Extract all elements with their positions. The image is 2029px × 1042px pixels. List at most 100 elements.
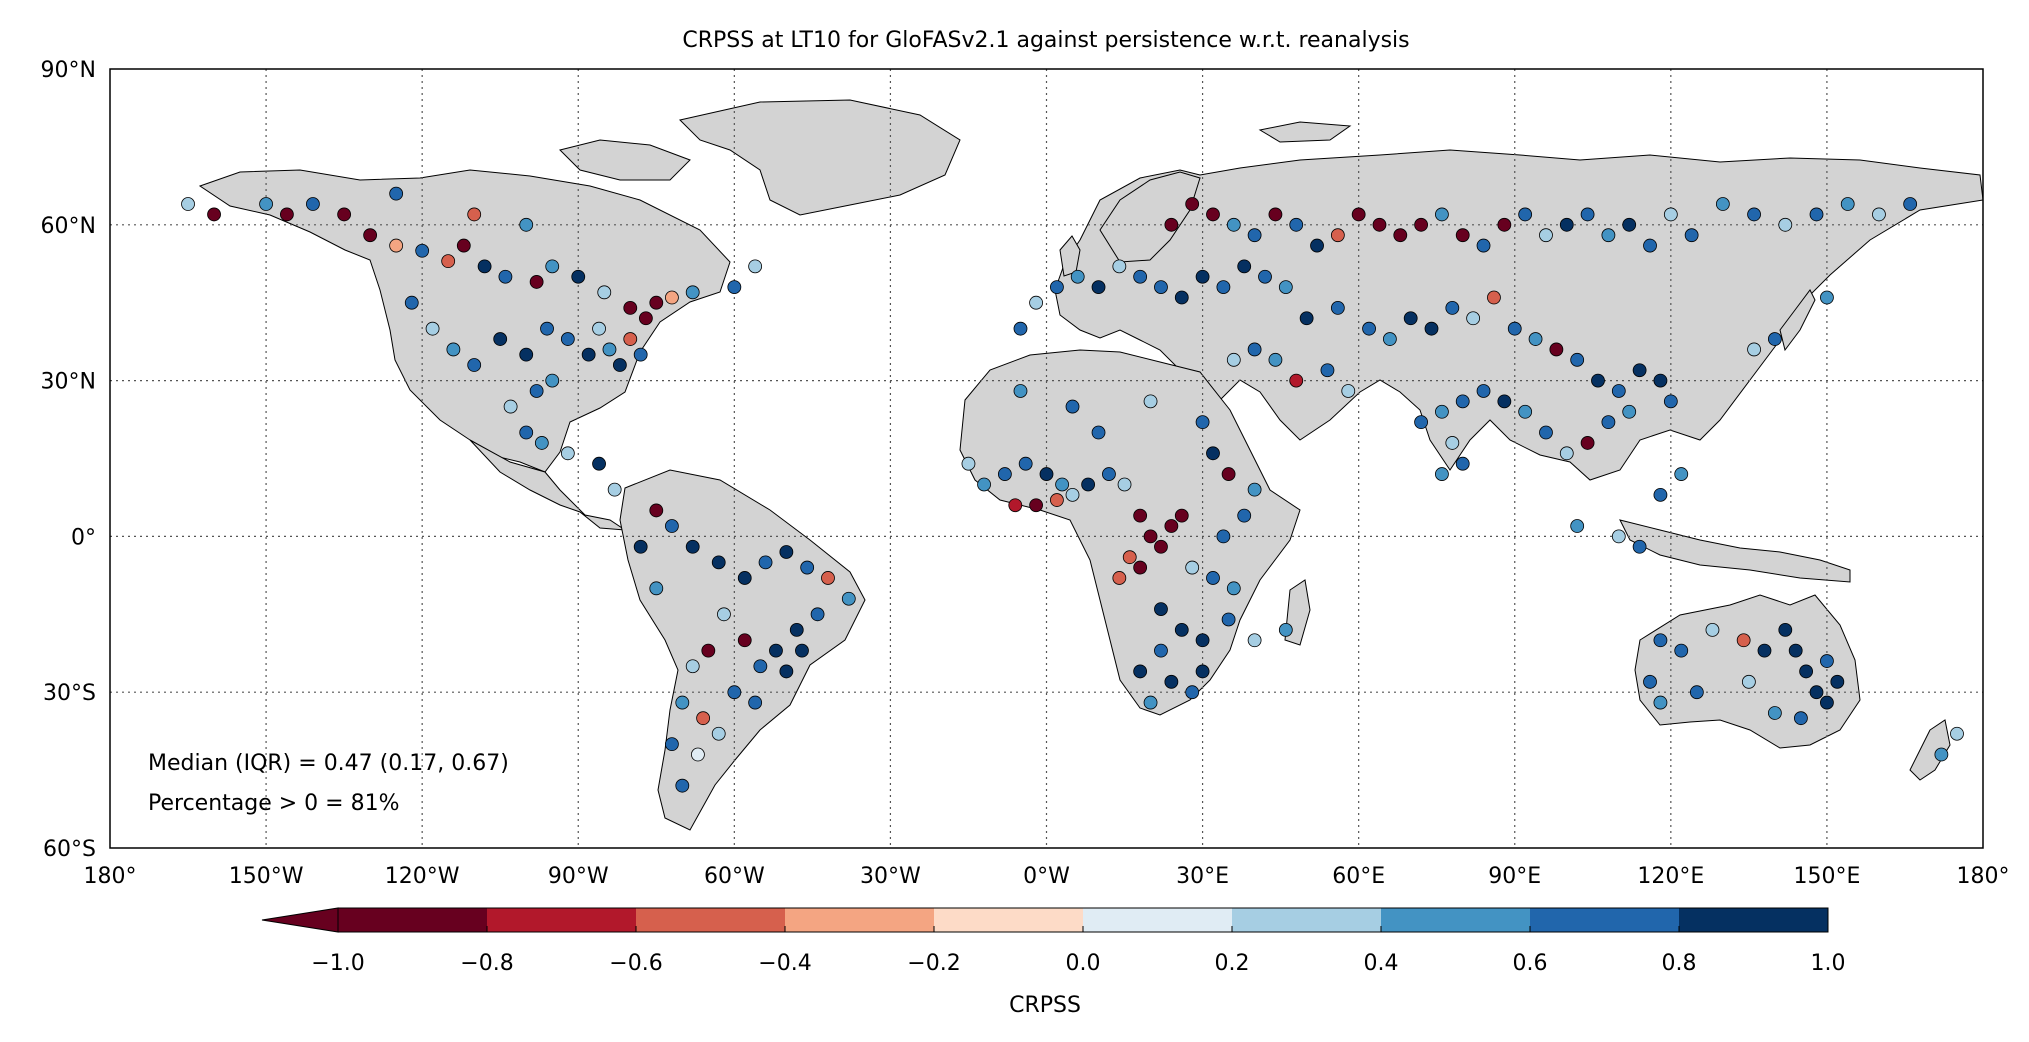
station-point: [1632, 539, 1647, 554]
station-point: [1466, 311, 1481, 326]
south-america-landmass: [619, 469, 866, 831]
station-point: [597, 285, 612, 300]
station-point: [1435, 467, 1449, 481]
station-point: [758, 555, 773, 570]
station-point: [789, 622, 804, 637]
station-point: [1476, 238, 1491, 253]
station-point: [1820, 290, 1834, 305]
colorbar-segment: [1381, 908, 1530, 932]
station-point: [748, 695, 763, 710]
colorbar-tick-label: 0.4: [1364, 951, 1399, 976]
station-point: [1518, 207, 1533, 222]
station-point: [498, 269, 513, 284]
station-point: [810, 607, 825, 622]
alaska-canada-landmass: [198, 169, 731, 473]
station-point: [1476, 384, 1491, 398]
station-point: [181, 197, 195, 211]
station-point: [691, 747, 705, 762]
station-point: [1455, 394, 1470, 409]
station-point: [1736, 633, 1751, 648]
station-point: [592, 456, 606, 471]
station-point: [1102, 467, 1116, 481]
station-point: [207, 207, 221, 222]
station-point: [649, 295, 664, 310]
station-point: [1289, 217, 1304, 232]
station-point: [1133, 269, 1148, 284]
station-point: [540, 321, 554, 336]
station-point: [1013, 384, 1028, 398]
station-point: [1133, 664, 1148, 679]
land-layer: [198, 99, 1983, 831]
station-point: [519, 347, 534, 362]
station-point: [1872, 207, 1886, 222]
colorbar-tick-label: −1.0: [311, 951, 364, 976]
station-point: [779, 545, 794, 559]
station-point: [1065, 399, 1080, 414]
station-point: [1820, 654, 1834, 668]
station-point: [1445, 436, 1460, 450]
station-point: [1268, 207, 1283, 222]
station-point: [1715, 197, 1730, 211]
station-point: [1653, 373, 1668, 388]
station-point: [1143, 695, 1158, 710]
station-point: [467, 207, 482, 222]
station-point: [1091, 280, 1106, 295]
new-zealand-landmass: [1909, 719, 1951, 781]
station-point: [1268, 352, 1283, 367]
station-point: [1747, 342, 1761, 357]
station-point: [1653, 487, 1668, 502]
station-point: [1330, 300, 1345, 315]
station-point: [1050, 493, 1064, 507]
longitude-tick-label: 120°W: [385, 864, 460, 889]
station-point: [1580, 436, 1595, 450]
station-point: [1081, 477, 1096, 492]
colorbar-extend-arrow: [261, 907, 339, 933]
station-point: [279, 207, 294, 222]
map-frame: [109, 68, 1984, 849]
station-point: [1221, 467, 1236, 481]
station-point: [529, 275, 544, 289]
longitude-tick-label: 120°E: [1637, 864, 1704, 889]
station-point: [1643, 674, 1657, 689]
colorbar-tick-label: −0.2: [907, 951, 960, 976]
station-point: [1809, 207, 1824, 222]
africa-landmass: [959, 349, 1301, 716]
station-point: [821, 571, 835, 585]
station-point: [1065, 487, 1080, 502]
station-point: [1455, 228, 1470, 243]
station-point: [1487, 290, 1501, 305]
station-point: [1018, 456, 1033, 471]
percentage-positive-text: Percentage > 0 = 81%: [148, 791, 400, 816]
station-point: [1653, 633, 1668, 648]
colorbar-tick-label: 1.0: [1811, 951, 1846, 976]
station-point: [389, 186, 404, 201]
station-point: [1539, 425, 1553, 440]
longitude-labels: 180° 150°W 120°W 90°W 60°W 30°W 0°W 30°E 60°E 90°…: [84, 864, 2010, 889]
station-point: [1029, 498, 1043, 513]
station-point: [1320, 363, 1335, 378]
station-point: [1195, 415, 1210, 430]
longitude-tick-label: 180°: [84, 864, 137, 889]
station-point: [649, 503, 664, 518]
station-point: [1237, 508, 1252, 523]
station-point: [1143, 529, 1158, 544]
station-point: [748, 259, 763, 274]
longitude-tick-label: 150°W: [229, 864, 304, 889]
colorbar-tick-label: −0.8: [460, 951, 513, 976]
station-point: [389, 238, 404, 253]
station-point: [519, 217, 534, 232]
station-point: [1601, 228, 1616, 243]
median-iqr-text: Median (IQR) = 0.47 (0.17, 0.67): [148, 751, 509, 776]
station-point: [545, 373, 560, 388]
station-point: [649, 581, 664, 596]
station-point: [1226, 217, 1241, 232]
station-point: [1611, 384, 1626, 398]
colorbar-tick-label: 0.6: [1513, 951, 1548, 976]
station-point: [1055, 477, 1070, 492]
station-point: [623, 332, 638, 346]
latitude-labels: 90°N 60°N 30°N 0° 30°S 60°S: [41, 58, 96, 862]
station-point: [1154, 643, 1168, 658]
colorbar-segment: [338, 908, 487, 932]
station-point: [1757, 643, 1772, 658]
station-point: [1570, 352, 1585, 367]
